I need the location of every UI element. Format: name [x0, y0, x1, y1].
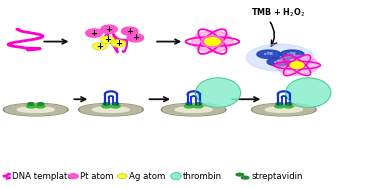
Ellipse shape: [185, 105, 194, 108]
Ellipse shape: [236, 173, 244, 176]
Ellipse shape: [3, 103, 68, 116]
Ellipse shape: [280, 50, 304, 58]
Circle shape: [92, 43, 107, 50]
Text: TMB + H$_2$O$_2$: TMB + H$_2$O$_2$: [251, 7, 305, 19]
Ellipse shape: [196, 103, 202, 105]
Ellipse shape: [274, 105, 284, 108]
Ellipse shape: [26, 105, 36, 108]
Ellipse shape: [186, 103, 192, 105]
Circle shape: [121, 27, 138, 35]
Text: +: +: [106, 25, 112, 34]
Circle shape: [127, 34, 144, 42]
Ellipse shape: [205, 38, 220, 46]
Ellipse shape: [161, 103, 226, 116]
Ellipse shape: [247, 44, 314, 71]
Ellipse shape: [276, 103, 282, 105]
Text: oxTMB: oxTMB: [287, 52, 297, 56]
Ellipse shape: [38, 103, 44, 105]
Ellipse shape: [163, 104, 224, 115]
Ellipse shape: [194, 105, 203, 108]
Ellipse shape: [35, 105, 45, 108]
Ellipse shape: [284, 105, 293, 108]
Text: DNA template: DNA template: [12, 172, 73, 181]
Text: +: +: [91, 29, 97, 38]
Ellipse shape: [267, 58, 291, 66]
Ellipse shape: [102, 105, 111, 108]
Text: thrombin: thrombin: [183, 172, 222, 181]
Circle shape: [68, 174, 78, 179]
Ellipse shape: [286, 103, 292, 105]
Circle shape: [100, 36, 115, 43]
Ellipse shape: [252, 103, 316, 116]
Ellipse shape: [265, 107, 302, 112]
Ellipse shape: [290, 62, 304, 69]
Ellipse shape: [79, 103, 143, 116]
Circle shape: [111, 40, 126, 47]
Ellipse shape: [28, 103, 34, 105]
Ellipse shape: [113, 103, 119, 105]
Text: +: +: [126, 27, 133, 36]
Ellipse shape: [171, 173, 181, 180]
Text: Ag atom: Ag atom: [129, 172, 165, 181]
Text: Pt atom: Pt atom: [80, 172, 114, 181]
Ellipse shape: [286, 78, 331, 107]
Circle shape: [117, 174, 127, 179]
Ellipse shape: [276, 55, 318, 75]
Ellipse shape: [201, 36, 224, 47]
Ellipse shape: [111, 105, 120, 108]
Ellipse shape: [17, 107, 54, 112]
Ellipse shape: [196, 78, 241, 107]
Circle shape: [86, 29, 102, 37]
Text: +: +: [132, 33, 139, 42]
Ellipse shape: [241, 176, 249, 179]
Text: oxTMB: oxTMB: [264, 52, 274, 56]
Circle shape: [101, 25, 117, 33]
Text: +: +: [104, 35, 111, 44]
Ellipse shape: [5, 104, 67, 115]
Text: streptavidin: streptavidin: [251, 172, 303, 181]
Text: +: +: [115, 39, 122, 48]
Ellipse shape: [192, 31, 233, 52]
Ellipse shape: [92, 107, 129, 112]
Text: oxTMB: oxTMB: [274, 60, 284, 64]
Ellipse shape: [253, 104, 315, 115]
Ellipse shape: [103, 103, 109, 105]
Ellipse shape: [175, 107, 212, 112]
Text: +: +: [96, 42, 103, 51]
Ellipse shape: [80, 104, 142, 115]
Ellipse shape: [257, 50, 281, 58]
